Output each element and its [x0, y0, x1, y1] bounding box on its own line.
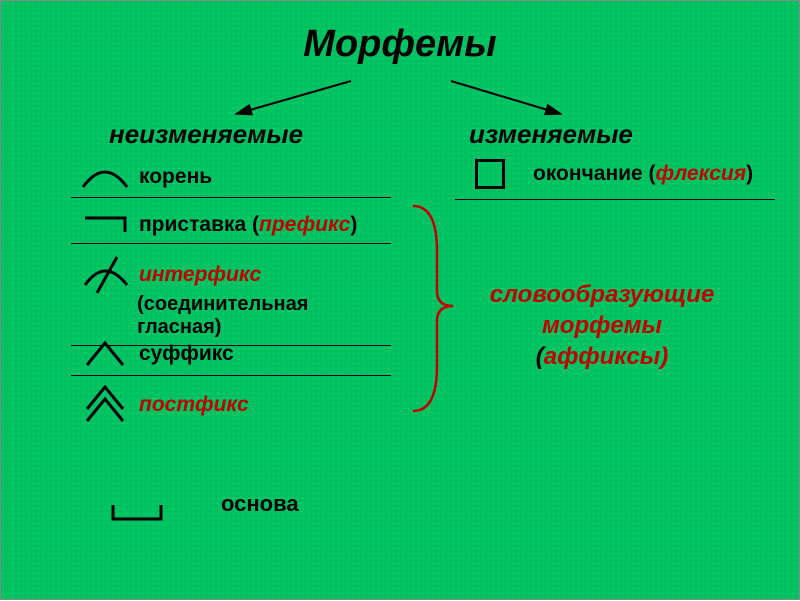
affix-block: словообразующие морфемы (аффиксы) — [457, 279, 747, 373]
affix-line3: (аффиксы) — [457, 341, 747, 372]
affix-line1: словообразующие — [457, 279, 747, 310]
osnova-icon — [109, 501, 169, 525]
affix-line2: морфемы — [457, 310, 747, 341]
osnova-label: основа — [221, 491, 299, 517]
